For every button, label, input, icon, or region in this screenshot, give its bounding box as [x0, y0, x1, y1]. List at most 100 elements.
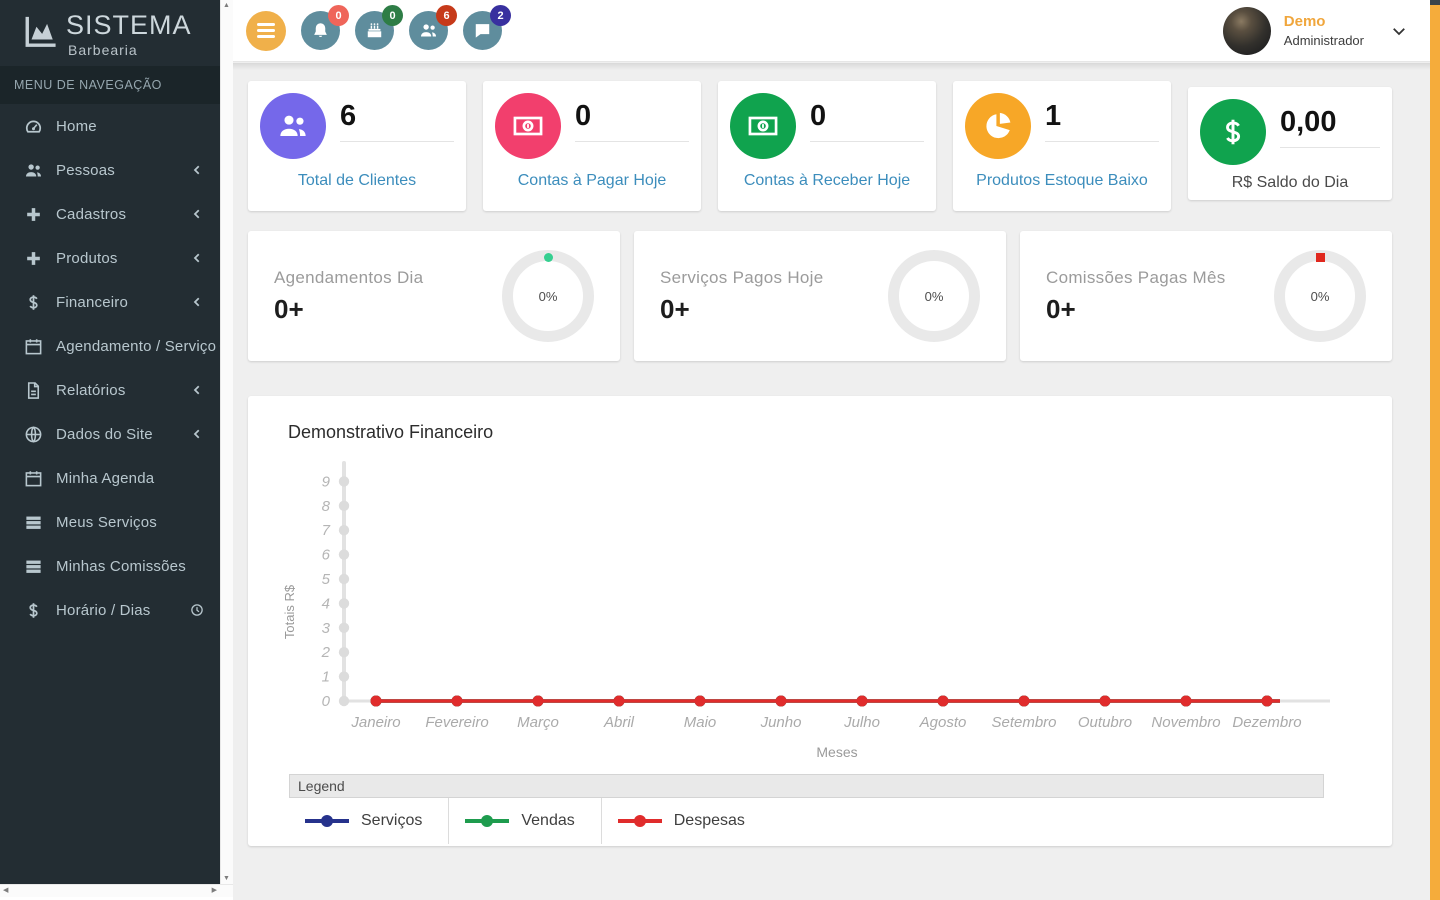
page-scrollbar[interactable]: [1430, 0, 1440, 900]
clock-icon: [190, 603, 204, 617]
sidebar-item-label: Dados do Site: [56, 425, 153, 443]
plus-icon: [24, 205, 43, 224]
sidebar-item-financeiro[interactable]: Financeiro: [0, 280, 220, 324]
scroll-left-icon[interactable]: ◀: [3, 887, 9, 894]
stat-value: 0,00: [1280, 106, 1337, 138]
avatar[interactable]: [1222, 6, 1271, 55]
birthdays-badge: 0: [382, 5, 403, 26]
sidebar-item-label: Home: [56, 117, 97, 135]
divider: [1280, 147, 1380, 148]
sidebar-item-agendamento-servico[interactable]: Agendamento / Serviço: [0, 324, 226, 368]
progress-count: 0+: [660, 293, 690, 324]
sidebar-item-minhas-comissoes[interactable]: Minhas Comissões: [0, 544, 220, 588]
progress-title: Agendamentos Dia: [274, 267, 424, 287]
stat-label-link[interactable]: Contas à Pagar Hoje: [517, 172, 667, 189]
topbar: 0 0 6 2 Demo Administrador: [233, 0, 1430, 62]
app-subtitle: Barbearia: [68, 42, 138, 58]
alerts-button[interactable]: 0: [301, 5, 349, 50]
list-icon: [24, 513, 43, 532]
x-tick-label: Setembro: [991, 714, 1056, 731]
stat-label-link[interactable]: Total de Clientes: [297, 172, 417, 189]
messages-button[interactable]: 2: [463, 5, 511, 50]
alerts-badge: 0: [328, 5, 349, 26]
progress-gauge: 0%: [888, 250, 980, 342]
sidebar-item-home[interactable]: Home: [0, 104, 220, 148]
legend-label: Serviços: [361, 812, 423, 829]
user-role: Administrador: [1283, 33, 1364, 48]
scroll-right-icon[interactable]: ▶: [211, 887, 217, 894]
sidebar-toggle-button[interactable]: [246, 10, 286, 51]
users-icon: [277, 110, 309, 142]
stat-card-total-de-clientes: 6 Total de Clientes: [248, 81, 466, 211]
legend-swatch: [617, 815, 662, 827]
chart-title: Demonstrativo Financeiro: [288, 422, 494, 442]
progress-percent: 0%: [1310, 288, 1330, 304]
progress-card-agendamentos-dia: Agendamentos Dia 0+ 0%: [248, 231, 620, 361]
sidebar-item-label: Minha Agenda: [56, 469, 155, 487]
y-tick-label: 9: [322, 473, 331, 490]
sidebar-item-label: Pessoas: [56, 161, 115, 179]
cake-icon: [365, 21, 384, 40]
sidebar-item-label: Relatórios: [56, 381, 126, 399]
legend-swatch: [465, 815, 510, 827]
stat-icon-circle: [730, 93, 796, 159]
legend-label: Despesas: [673, 812, 745, 829]
progress-percent: 0%: [538, 288, 558, 304]
sidebar-item-relatorios[interactable]: Relatórios: [0, 368, 220, 412]
progress-gauge: 0%: [1274, 250, 1366, 342]
progress-title: Serviços Pagos Hoje: [660, 267, 824, 287]
sidebar-item-label: Minhas Comissões: [56, 557, 186, 575]
progress-cards-row: Agendamentos Dia 0+ 0% Serviços Pagos Hoje 0…: [248, 231, 1392, 361]
sidebar-item-dados-do-site[interactable]: Dados do Site: [0, 412, 220, 456]
sidebar-item-meus-servicos[interactable]: Meus Serviços: [0, 500, 220, 544]
scroll-up-icon[interactable]: ▲: [223, 2, 230, 9]
sidebar-item-cadastros[interactable]: Cadastros: [0, 192, 220, 236]
chevron-down-icon[interactable]: [1390, 22, 1408, 40]
money-icon: [512, 110, 544, 142]
progress-title: Comissões Pagas Mês: [1046, 267, 1226, 287]
chevron-left-icon: [190, 427, 204, 441]
y-tick-label: 2: [321, 644, 331, 661]
sidebar-item-pessoas[interactable]: Pessoas: [0, 148, 220, 192]
sidebar-item-label: Horário / Dias: [56, 601, 151, 619]
sidebar: SISTEMA Barbearia MENU DE NAVEGAÇÃO Home…: [0, 0, 226, 884]
pie-icon: [982, 110, 1014, 142]
sidebar-item-label: Cadastros: [56, 205, 127, 223]
progress-card-comissoes-pagas-mes: Comissões Pagas Mês 0+ 0%: [1020, 231, 1392, 361]
birthdays-button[interactable]: 0: [355, 5, 403, 50]
y-tick-label: 6: [322, 547, 331, 564]
scroll-down-icon[interactable]: ▼: [223, 875, 230, 882]
chevron-left-icon: [190, 251, 204, 265]
dollar-icon: [24, 601, 43, 620]
x-tick-label: Outubro: [1078, 714, 1132, 731]
menu-header: MENU DE NAVEGAÇÃO: [0, 66, 220, 104]
stat-value: 0: [575, 100, 592, 132]
stat-value: 0: [810, 100, 827, 132]
user-menu[interactable]: Demo Administrador: [1222, 6, 1408, 55]
tachometer-icon: [24, 117, 43, 136]
clients-button[interactable]: 6: [409, 5, 457, 50]
legend-label: Vendas: [521, 812, 575, 829]
x-tick-label: Maio: [684, 714, 717, 731]
chevron-left-icon: [190, 207, 204, 221]
progress-count: 0+: [274, 293, 304, 324]
chevron-left-icon: [190, 383, 204, 397]
sidebar-horizontal-scrollbar[interactable]: ◀ ▶: [0, 884, 233, 897]
sidebar-item-horario-dias[interactable]: Horário / Dias: [0, 588, 220, 632]
stat-label-link[interactable]: Contas à Receber Hoje: [743, 172, 911, 189]
sidebar-item-label: Agendamento / Serviço: [56, 337, 217, 355]
y-tick-label: 0: [322, 693, 331, 710]
logo[interactable]: SISTEMA Barbearia: [0, 0, 220, 58]
scrollbar-corner: [0, 897, 233, 900]
sidebar-vertical-scrollbar[interactable]: ▲ ▼: [220, 0, 233, 884]
x-tick-label: Julho: [843, 714, 880, 731]
sidebar-menu: Home Pessoas Cadastros Produtos Financeiro Ag…: [0, 104, 226, 632]
chart-legend: Legend Serviços Vendas Despesas: [289, 774, 1324, 844]
stat-card-r-saldo-do-dia: 0,00 R$ Saldo do Dia: [1188, 87, 1392, 200]
stat-label-link[interactable]: Produtos Estoque Baixo: [976, 172, 1148, 189]
sidebar-item-produtos[interactable]: Produtos: [0, 236, 220, 280]
sidebar-item-minha-agenda[interactable]: Minha Agenda: [0, 456, 220, 500]
stat-icon-circle: [1200, 99, 1266, 165]
y-tick-label: 4: [322, 595, 330, 612]
app-title: SISTEMA: [66, 10, 192, 40]
